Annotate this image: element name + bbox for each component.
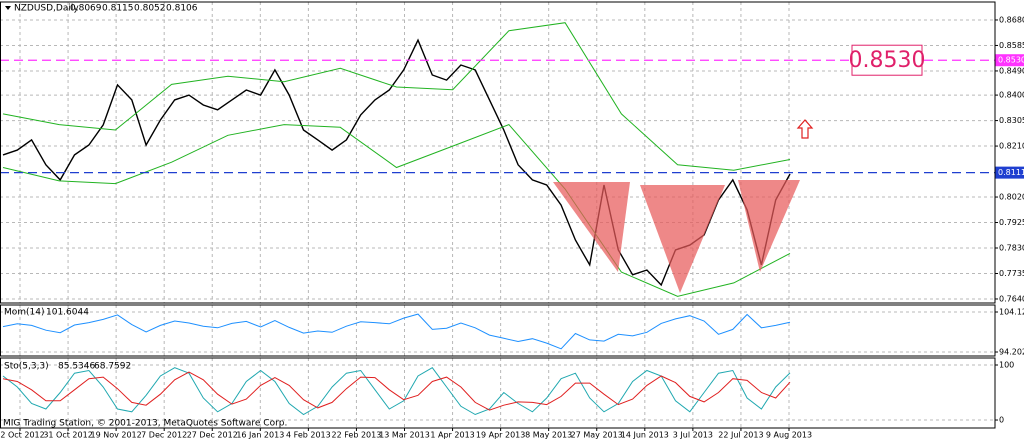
up-arrow (796, 119, 814, 139)
x-tick-label: 19 Apr 2013 (476, 431, 525, 440)
chart-title: NZDUSD,Daily (14, 4, 79, 14)
y-tick-label: 100 (999, 360, 1014, 369)
x-tick-label: 4 Feb 2013 (286, 431, 331, 440)
pattern-triangle (553, 182, 630, 272)
indicator-title: Mom(14) (4, 308, 45, 318)
x-tick-label: 22 Feb 2013 (332, 431, 382, 440)
x-tick-label: 19 Nov 2012 (91, 431, 142, 440)
x-tick-label: 3 Jul 2013 (673, 431, 713, 440)
x-tick-label: 8 May 2013 (525, 431, 572, 440)
series-line (2, 313, 791, 350)
level-label: 0.8111 (998, 168, 1024, 177)
x-tick-label: 27 Dec 2012 (187, 431, 238, 440)
level-tag (995, 54, 1024, 67)
x-tick-label: 14 Jun 2013 (621, 431, 669, 440)
y-tick-label: 0.8585 (999, 41, 1024, 50)
y-tick-label: 0 (999, 416, 1004, 425)
y-tick-label: 0.7925 (999, 218, 1024, 227)
panel-frame (0, 357, 996, 429)
y-tick-label: 104.1224 (999, 308, 1024, 317)
level-label: 0.8530 (998, 56, 1024, 65)
x-tick-label: 12 Oct 2012 (0, 431, 45, 440)
indicator-title: Sto(5,3,3) (4, 362, 49, 372)
x-tick-label: 7 Dec 2012 (141, 431, 187, 440)
y-tick-label: 0.7735 (999, 269, 1024, 278)
y-tick-label: 0.8305 (999, 116, 1024, 125)
indicator-reading: 68.7592 (94, 362, 131, 372)
indicator-reading: 85.5346 (58, 362, 95, 372)
y-tick-label: 94.2024 (999, 347, 1024, 356)
x-tick-label: 13 Mar 2013 (379, 431, 430, 440)
quote-value: 0.8115 (102, 4, 134, 14)
x-tick-label: 1 Apr 2013 (430, 431, 474, 440)
x-tick-label: 31 Oct 2012 (43, 431, 92, 440)
annotation-label: 0.8530 (849, 48, 926, 73)
quote-value: 0.8069 (70, 4, 102, 14)
x-tick-label: 27 May 2013 (571, 431, 623, 440)
annotation-box (851, 44, 923, 76)
level-tag (995, 166, 1024, 179)
plot-layer (0, 2, 995, 428)
indicator-reading: 101.6044 (46, 308, 89, 318)
x-tick-label: 9 Aug 2013 (766, 431, 812, 440)
pattern-triangle (640, 185, 725, 293)
series-line (2, 22, 791, 171)
series-line (2, 38, 791, 287)
footer: MIG Trading Station, © 2001-2013, MetaQu… (3, 419, 287, 429)
series-line (2, 367, 791, 416)
series-line (2, 371, 791, 411)
menu-icon (5, 6, 11, 10)
quote-value: 0.8106 (166, 4, 198, 14)
panel-frame (0, 1, 996, 304)
x-tick-label: 16 Jan 2013 (236, 431, 284, 440)
x-tick-label: 22 Jul 2013 (718, 431, 763, 440)
quote-value: 0.8052 (134, 4, 166, 14)
series-line (2, 124, 791, 297)
pattern-triangle (738, 180, 800, 272)
panel-frame (0, 304, 996, 357)
